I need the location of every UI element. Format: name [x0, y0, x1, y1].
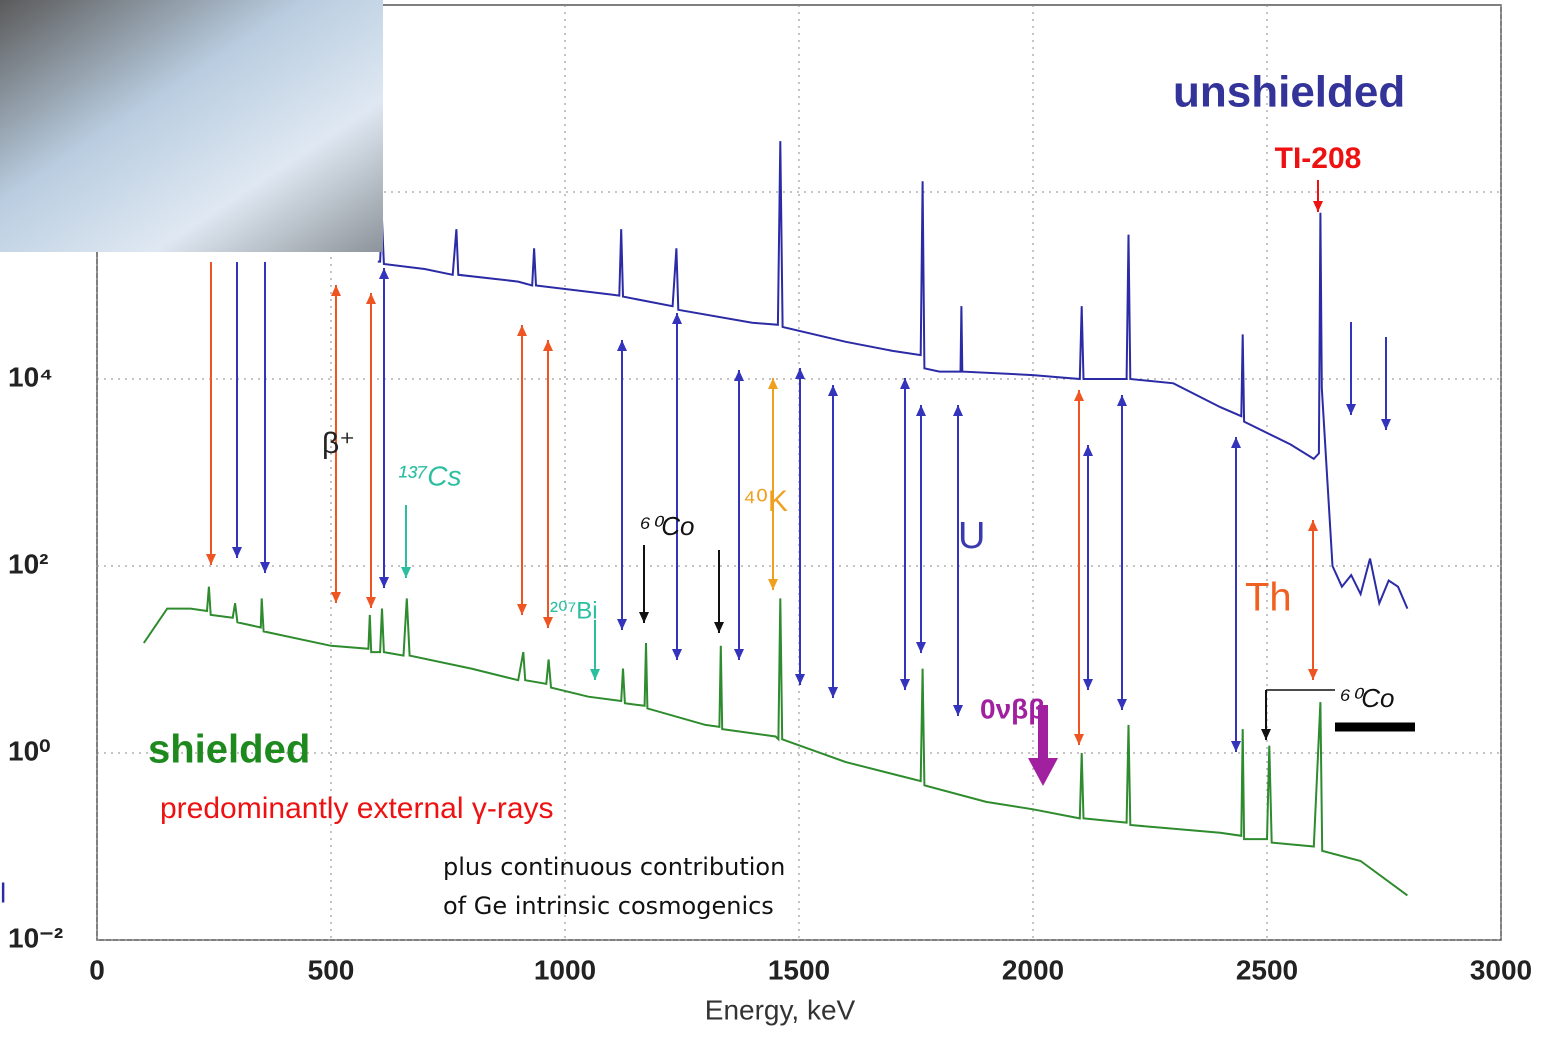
arrow-head — [734, 649, 744, 660]
y-tick-label: 10⁻² — [8, 922, 63, 953]
arrow-head — [714, 622, 724, 633]
arrow-head — [1346, 404, 1356, 415]
arrow-head — [828, 687, 838, 698]
annotation: unshielded — [1173, 68, 1405, 117]
arrow-head — [1083, 445, 1093, 456]
annotation: shielded — [148, 728, 310, 772]
arrow-head — [331, 285, 341, 296]
arrow-head — [543, 340, 553, 351]
arrow-head — [617, 340, 627, 351]
x-axis-label: Energy, keV — [705, 994, 856, 1025]
arrow-head — [900, 679, 910, 690]
spectrum-line — [377, 141, 1409, 609]
x-tick-label: 500 — [308, 954, 355, 985]
annotation: predominantly external γ-rays — [160, 792, 554, 825]
arrow-head — [828, 385, 838, 396]
arrow-head — [1231, 741, 1241, 752]
annotation: ²⁰⁷Bi — [550, 597, 598, 624]
x-tick-label: 0 — [89, 954, 105, 985]
arrow-head — [1117, 395, 1127, 406]
arrow-head — [1074, 734, 1084, 745]
arrow-head — [900, 378, 910, 389]
annotation: plus continuous contribution — [443, 853, 785, 881]
arrow-head — [1261, 729, 1271, 740]
arrow-head — [795, 368, 805, 379]
arrow-head — [1231, 437, 1241, 448]
arrow-head — [366, 293, 376, 304]
x-tick-label: 1000 — [534, 954, 596, 985]
arrow-head — [768, 579, 778, 590]
annotation: TI-208 — [1275, 142, 1362, 175]
arrow-head — [401, 567, 411, 578]
arrow-head — [379, 268, 389, 279]
arrow-head — [1083, 679, 1093, 690]
arrow-head — [1028, 758, 1058, 786]
arrow-head — [517, 325, 527, 336]
annotation: 0νββ — [980, 693, 1045, 724]
x-tick-label: 2000 — [1002, 954, 1064, 985]
arrow-head — [1117, 699, 1127, 710]
arrow-head — [379, 577, 389, 588]
y-tick-label: 10⁰ — [8, 735, 50, 766]
arrow-head — [639, 612, 649, 623]
arrow-head — [734, 370, 744, 381]
arrow-head — [543, 617, 553, 628]
arrow-head — [768, 378, 778, 389]
arrow-head — [672, 313, 682, 324]
arrow-head — [1313, 201, 1323, 212]
annotation: Th — [1245, 576, 1292, 620]
annotation: ¹³⁷Cs — [398, 460, 462, 491]
arrow-head — [953, 705, 963, 716]
arrow-head — [953, 405, 963, 416]
annotation: ⁶⁰Co — [1340, 683, 1394, 713]
spectrum-line — [142, 586, 1408, 897]
arrow-head — [331, 592, 341, 603]
y-tick-label: 10² — [8, 548, 48, 579]
arrow-head — [1308, 669, 1318, 680]
photo — [0, 0, 383, 252]
x-tick-label: 2500 — [1236, 954, 1298, 985]
arrow-head — [1074, 390, 1084, 401]
arrow-head — [206, 554, 216, 565]
arrow-head — [672, 649, 682, 660]
annotation: β⁺ — [322, 427, 355, 460]
arrow-head — [517, 604, 527, 615]
arrow-head — [795, 674, 805, 685]
arrow-head — [1308, 520, 1318, 531]
annotation: l — [0, 877, 6, 908]
annotation: ⁶⁰Co — [640, 511, 694, 541]
arrow-head — [916, 642, 926, 653]
arrow-head — [916, 405, 926, 416]
arrow-head — [617, 619, 627, 630]
arrow-head — [1381, 419, 1391, 430]
x-tick-label: 3000 — [1470, 954, 1532, 985]
arrow-head — [232, 547, 242, 558]
x-tick-label: 1500 — [768, 954, 830, 985]
arrow-head — [590, 669, 600, 680]
annotation: U — [958, 515, 985, 557]
annotation: of Ge intrinsic cosmogenics — [443, 892, 774, 920]
arrow-head — [366, 597, 376, 608]
annotation: ⁴⁰K — [743, 485, 788, 518]
arrow-head — [260, 562, 270, 573]
y-tick-label: 10⁴ — [8, 361, 53, 392]
